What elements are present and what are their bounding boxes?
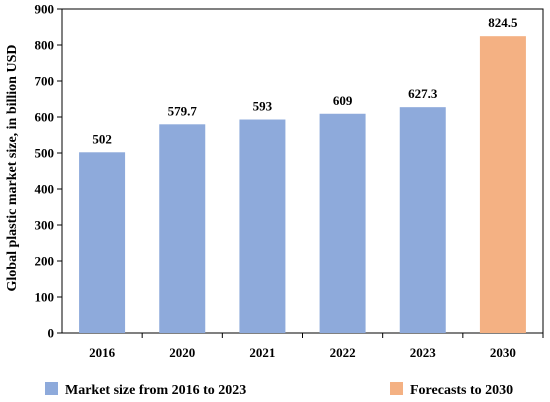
legend-swatch (45, 382, 58, 395)
legend-swatch (390, 382, 403, 395)
data-label: 627.3 (408, 86, 438, 101)
y-axis: 0 100 200 300 400 500 600 700 800 900 (35, 2, 62, 341)
x-axis: 2016 2020 2021 2022 2023 2030 (89, 333, 544, 360)
y-tick-label: 100 (35, 290, 55, 305)
data-label: 502 (92, 131, 112, 146)
bars: 502 579.7 593 609 627.3 824.5 (79, 15, 526, 334)
y-tick-label: 700 (35, 74, 55, 89)
data-label: 579.7 (168, 103, 198, 118)
bar (319, 113, 366, 333)
data-label: 609 (333, 93, 353, 108)
plot-frame (61, 8, 544, 334)
y-tick-label: 800 (35, 38, 55, 53)
x-tick-label: 2030 (490, 345, 516, 360)
y-axis-title: Global plastic market size, in billion U… (5, 45, 20, 292)
x-tick-label: 2020 (169, 345, 195, 360)
bar (79, 152, 126, 333)
y-tick-label: 0 (48, 326, 55, 341)
x-tick-label: 2022 (330, 345, 356, 360)
y-tick-label: 400 (35, 182, 55, 197)
legend-label: Market size from 2016 to 2023 (65, 383, 246, 398)
y-tick-label: 600 (35, 110, 55, 125)
bar (479, 36, 526, 334)
y-tick-label: 500 (35, 146, 55, 161)
x-tick-label: 2016 (89, 345, 116, 360)
bar (159, 124, 206, 333)
y-tick-label: 300 (35, 218, 55, 233)
legend-label: Forecasts to 2030 (410, 383, 513, 398)
data-label: 824.5 (488, 15, 518, 30)
y-tick-label: 900 (35, 2, 55, 17)
x-tick-label: 2021 (249, 345, 275, 360)
y-tick-label: 200 (35, 254, 55, 269)
legend: Market size from 2016 to 2023 Forecasts t… (45, 382, 513, 398)
plot-border (61, 8, 544, 334)
data-label: 593 (253, 99, 273, 114)
x-tick-label: 2023 (410, 345, 437, 360)
bar (399, 107, 446, 333)
bar (239, 119, 286, 334)
